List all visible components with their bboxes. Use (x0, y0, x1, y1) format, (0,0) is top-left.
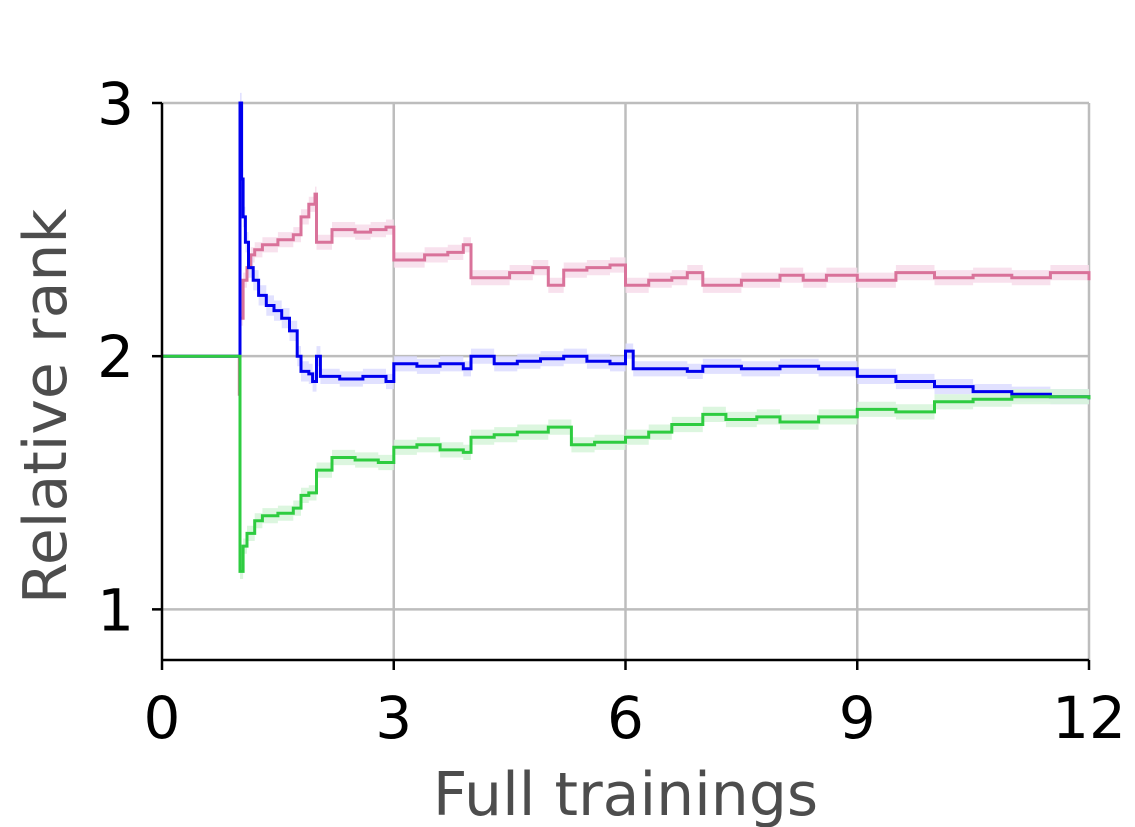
y-tick-label: 2 (97, 323, 134, 391)
x-tick-label: 9 (839, 684, 876, 752)
x-tick-label: 12 (1052, 684, 1126, 752)
x-tick-label: 3 (375, 684, 412, 752)
x-tick-label: 6 (607, 684, 644, 752)
series-lines (162, 101, 1091, 573)
series-1-band (162, 92, 1089, 407)
y-axis-label: Relative rank (11, 209, 81, 604)
series-0-line (162, 192, 1091, 396)
y-tick-label: 1 (97, 576, 134, 644)
series-0-band (162, 186, 1089, 395)
x-axis-label: Full trainings (433, 760, 818, 827)
series-2-line (162, 354, 1091, 573)
y-tick-label: 3 (97, 70, 134, 138)
x-tick-label: 0 (144, 684, 181, 752)
axes (152, 101, 1091, 670)
series-1-line (162, 101, 1091, 400)
